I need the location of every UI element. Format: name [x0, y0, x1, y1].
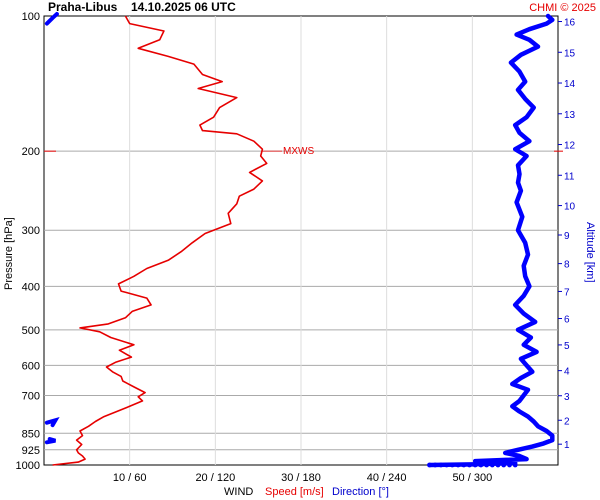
direction-point — [501, 462, 507, 468]
direction-point — [432, 462, 438, 468]
direction-point — [507, 462, 512, 468]
wind-tick-label: 40 / 240 — [367, 472, 407, 484]
sounding-datetime: 14.10.2025 06 UTC — [131, 0, 236, 14]
station-name: Praha-Libus — [48, 0, 118, 14]
pressure-tick-label: 400 — [22, 281, 40, 293]
direction-point — [444, 462, 449, 468]
mxws-annotation: MXWS — [283, 146, 314, 157]
direction-mark-top — [44, 12, 59, 26]
pressure-tick-label: 300 — [22, 225, 40, 237]
pressure-tick-label: 100 — [22, 11, 40, 23]
altitude-tick-label: 14 — [564, 79, 576, 90]
altitude-tick-label: 4 — [564, 367, 570, 378]
altitude-tick-label: 12 — [564, 141, 576, 152]
altitude-tick-label: 6 — [564, 315, 570, 326]
direction-point — [472, 462, 478, 468]
altitude-tick-label: 16 — [564, 18, 576, 29]
direction-series-line — [427, 13, 555, 468]
altitude-tick-label: 2 — [564, 416, 570, 427]
direction-point — [461, 462, 467, 468]
altitude-tick-label: 10 — [564, 202, 576, 213]
pressure-tick-label: 850 — [22, 428, 40, 440]
credit-label: CHMI © 2025 — [529, 2, 596, 14]
direction-mark-mid — [44, 417, 60, 428]
altitude-axis-label: Altitude [km] — [584, 222, 596, 283]
pressure-tick-label: 700 — [22, 390, 40, 402]
wind-tick-label: 20 / 120 — [195, 472, 235, 484]
altitude-tick-label: 11 — [564, 171, 575, 182]
direction-point — [438, 462, 444, 468]
pressure-tick-label: 925 — [22, 445, 40, 457]
altitude-tick-label: 1 — [564, 440, 570, 451]
altitude-tick-label: 5 — [564, 341, 570, 352]
altitude-tick-label: 8 — [564, 260, 570, 271]
altitude-tick-label: 9 — [564, 231, 570, 242]
altitude-tick-label: 13 — [564, 110, 576, 121]
pressure-tick-label: 200 — [22, 146, 40, 158]
direction-point — [455, 462, 461, 468]
direction-point — [489, 462, 495, 468]
direction-point — [484, 462, 489, 468]
altitude-tick-label: 3 — [564, 392, 570, 403]
direction-point — [478, 462, 484, 468]
direction-point — [427, 462, 432, 468]
pressure-tick-label: 500 — [22, 325, 40, 337]
pressure-axis-label: Pressure [hPa] — [3, 217, 15, 290]
data-series — [44, 12, 555, 468]
wind-tick-label: 30 / 180 — [281, 472, 321, 484]
direction-mark-low — [44, 437, 56, 445]
wind-label: WIND — [224, 486, 253, 498]
speed-series-line — [52, 15, 268, 466]
altitude-tick-label: 15 — [564, 48, 576, 59]
altitude-tick-label: 7 — [564, 287, 570, 298]
speed-label: Speed [m/s] — [265, 486, 324, 498]
direction-point — [449, 462, 455, 468]
wind-tick-label: 10 / 60 — [113, 472, 147, 484]
direction-point — [512, 462, 518, 468]
direction-point — [467, 462, 472, 468]
direction-label: Direction [°] — [332, 486, 389, 498]
grid-lines — [44, 16, 558, 465]
pressure-tick-label: 600 — [22, 360, 40, 372]
wind-tick-label: 50 / 300 — [452, 472, 492, 484]
direction-point — [495, 462, 501, 468]
pressure-tick-label: 1000 — [16, 460, 40, 472]
